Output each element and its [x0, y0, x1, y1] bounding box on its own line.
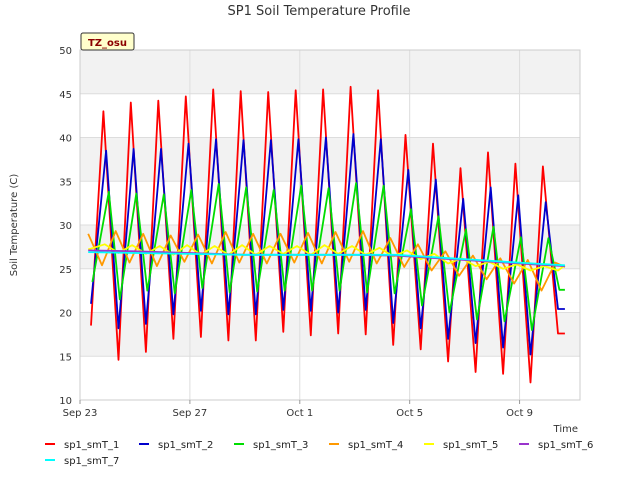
series-line-sp1-smT-3: [91, 182, 565, 331]
series-lines: [87, 85, 566, 384]
legend-item: sp1_smT_2: [139, 440, 213, 451]
y-tick-label: 25: [59, 265, 72, 276]
plot-band: [80, 50, 580, 94]
legend: sp1_smT_1 sp1_smT_2 sp1_smT_3 sp1_smT_4 sp1_…: [45, 440, 593, 467]
plot-band: [80, 356, 580, 400]
x-tick-label: Oct 9: [506, 408, 533, 419]
site-badge-text: TZ_osu: [88, 38, 127, 49]
legend-item: sp1_smT_4: [329, 440, 403, 451]
y-tick-label: 20: [59, 309, 72, 320]
y-tick-label: 35: [59, 177, 72, 188]
legend-label: sp1_smT_6: [538, 440, 593, 451]
plot-band: [80, 93, 580, 138]
y-axis-ticks: 10 15 20 25 30 35 40 45 50: [59, 46, 72, 407]
y-axis-label: Soil Temperature (C): [9, 174, 20, 277]
site-badge: TZ_osu: [80, 32, 135, 51]
legend-label: sp1_smT_1: [64, 440, 119, 451]
x-tick-label: Sep 27: [173, 408, 208, 419]
plot-band: [80, 268, 580, 313]
y-tick-label: 10: [59, 396, 72, 407]
y-tick-label: 50: [59, 46, 72, 57]
y-tick-label: 30: [59, 221, 72, 232]
legend-label: sp1_smT_5: [443, 440, 498, 451]
x-axis-ticks: Sep 23 Sep 27 Oct 1 Oct 5 Oct 9: [63, 400, 533, 419]
legend-item: sp1_smT_7: [45, 456, 119, 467]
chart-title: SP1 Soil Temperature Profile: [228, 4, 411, 19]
x-tick-label: Oct 5: [396, 408, 423, 419]
legend-item: sp1_smT_3: [234, 440, 308, 451]
x-tick-label: Oct 1: [286, 408, 313, 419]
legend-item: sp1_smT_6: [519, 440, 593, 451]
legend-label: sp1_smT_2: [158, 440, 213, 451]
y-tick-label: 40: [59, 134, 72, 145]
legend-item: sp1_smT_1: [45, 440, 119, 451]
legend-label: sp1_smT_7: [64, 456, 119, 467]
series-line-sp1-smT-7: [88, 251, 565, 267]
y-tick-label: 45: [59, 90, 72, 101]
legend-item: sp1_smT_5: [424, 440, 498, 451]
legend-label: sp1_smT_3: [253, 440, 308, 451]
x-tick-label: Sep 23: [63, 408, 98, 419]
plot-frame: [79, 49, 581, 401]
plot-band: [80, 312, 580, 357]
legend-label: sp1_smT_4: [348, 440, 403, 451]
y-tick-label: 15: [59, 352, 72, 363]
x-axis-label: Time: [553, 424, 578, 435]
